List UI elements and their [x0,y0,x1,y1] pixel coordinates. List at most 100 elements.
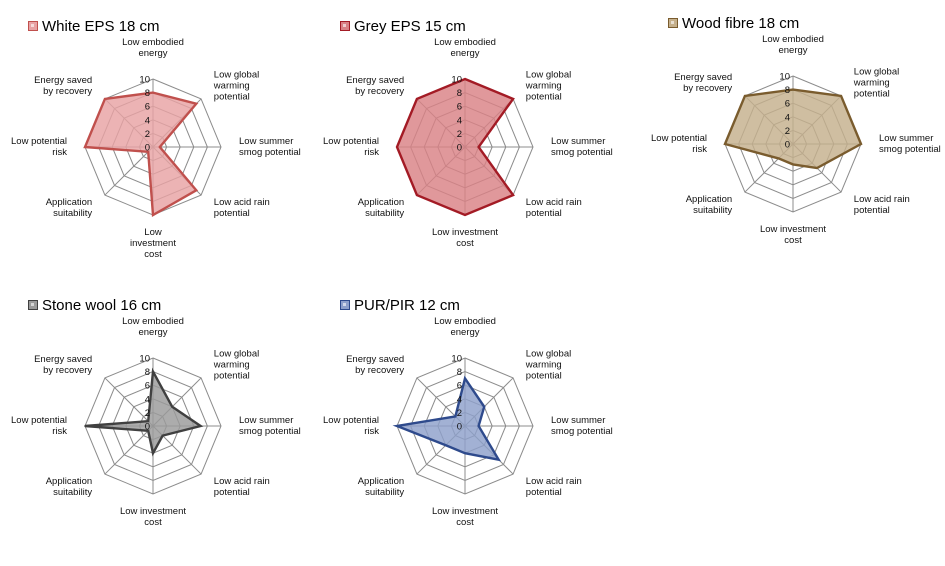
axis-label-line: investment [130,238,176,249]
axis-label-line: potential [214,487,250,498]
axis-label: Low potential risk [323,136,379,158]
axis-label-line: Low investment [120,506,186,517]
tick-label: 0 [457,143,462,154]
axis-label: Low acid rain potential [854,194,910,216]
axis-label-line: Low summer [239,415,293,426]
axis-label-line: by recovery [355,365,404,376]
axis-label: Low global warming potential [525,70,571,103]
axis-label: Low acid rain potential [526,197,582,219]
data-point [396,425,398,427]
data-point [195,189,198,192]
axis-label-line: Low acid rain [526,197,582,208]
axis-label: Energy saved by recovery [34,354,92,376]
data-point [792,88,794,91]
data-point [199,425,202,427]
axis-label-line: potential [854,205,890,216]
axis-label: Low embodied energy [434,37,496,59]
axis-label-line: Low summer [879,133,933,144]
tick-label: 8 [145,88,150,99]
axis-label: Low global warming potential [213,70,259,103]
axis-label-line: Low acid rain [214,197,270,208]
data-point [159,146,161,148]
panel-title: White EPS 18 cm [28,17,160,35]
tick-label: 10 [779,72,790,83]
axis-label: Application suitability [686,194,733,216]
axis-label-line: warming [213,360,250,371]
axis-label: Low global warming potential [213,349,259,382]
axis-label-line: Low embodied [434,37,496,48]
axis-label: Application suitability [358,197,405,219]
axis-label-line: by recovery [43,365,92,376]
axis-label: Energy saved by recovery [346,354,404,376]
axis-label: Low global warming potential [525,349,571,382]
axis-label-line: Application [686,194,732,205]
axis-label-line: cost [456,238,474,249]
axis-label-line: smog potential [239,147,301,158]
axis-label-line: Energy saved [346,354,404,365]
axis-label-line: cost [144,517,162,528]
data-point [147,430,149,432]
axis-spoke [104,377,154,427]
axis-label-line: Low summer [551,415,605,426]
radar-panel-grey-eps: Grey EPS 15 cm 0 2 4 6 8 10 Low embodied energy… [323,17,640,287]
data-point [464,78,466,80]
radar-chart: 0 2 4 6 8 10 Low embodied energy Low global warmi… [323,316,613,528]
axis-label-line: potential [526,487,562,498]
radar-panel-stone-wool: Stone wool 16 cm 0 2 4 6 8 10 Low embodied ener… [11,296,328,566]
legend-swatch [668,18,678,28]
axis-label-line: warming [853,78,890,89]
data-point [477,425,480,427]
radar-panel-pur-pir: PUR/PIR 12 cm 0 2 4 6 8 10 Low embodied energy L… [323,296,640,566]
tick-label: 2 [785,126,790,137]
chart-title: Wood fibre 18 cm [682,14,800,32]
axis-label-line: energy [138,48,167,59]
axis-label: Energy saved by recovery [34,75,92,97]
axis-label-line: Energy saved [34,354,92,365]
axis-label-line: potential [526,371,562,382]
radar-panel-wood-fibre: Wood fibre 18 cm 0 2 4 6 8 10 Low embodied ener… [651,14,945,284]
panel-title: PUR/PIR 12 cm [340,296,460,314]
legend-swatch [28,300,38,310]
tick-label: 10 [139,354,150,365]
axis-label-line: cost [456,517,474,528]
tick-label: 6 [457,102,462,113]
axis-label-line: risk [52,147,67,158]
axis-label: Low investment cost [130,227,176,260]
axis-label: Low global warming potential [853,67,899,100]
axis-label-line: by recovery [355,86,404,97]
axis-label-line: Application [358,197,404,208]
axis-label-line: Low [144,227,162,238]
tick-label: 2 [145,129,150,140]
axis-label-line: Low potential [323,415,379,426]
axis-label-line: suitability [365,487,404,498]
data-point [777,157,780,160]
data-point [744,95,746,97]
radar-chart: 0 2 4 6 8 10 Low embodied energy Low global warmi… [11,37,301,260]
data-series-polygon [723,88,863,170]
axis-label-line: Low acid rain [526,476,582,487]
tick-label: 0 [457,422,462,433]
tick-label: 4 [457,394,462,405]
panel-title: Wood fibre 18 cm [668,14,799,32]
axis-label-line: Application [46,197,92,208]
data-point [161,434,164,437]
data-point [152,370,154,373]
axis-label: Low investment cost [432,227,498,249]
axis-label-line: Low summer [239,136,293,147]
tick-label: 4 [457,115,462,126]
axis-spoke [104,425,154,475]
data-point [860,143,862,145]
tick-label: 10 [451,75,462,86]
data-point [724,143,726,145]
axis-label-line: risk [364,426,379,437]
axis-label-line: warming [213,81,250,92]
axis-label: Low acid rain potential [526,476,582,498]
axis-label: Low investment cost [120,506,186,528]
axis-label-line: risk [52,426,67,437]
axis-label-line: Application [358,476,404,487]
axis-label-line: Low acid rain [214,476,270,487]
axis-label: Low potential risk [323,415,379,437]
axis-label-line: by recovery [683,83,732,94]
axis-label: Application suitability [46,476,93,498]
axis-label-line: potential [526,208,562,219]
